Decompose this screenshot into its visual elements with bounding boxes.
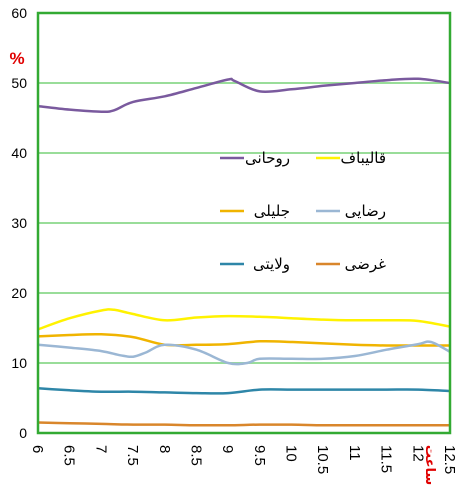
y-tick-label: 40	[11, 145, 27, 161]
series-line	[37, 386, 451, 395]
series-line	[37, 77, 451, 113]
y-axis-ticks: 0 10 20 30 40 50 60	[11, 5, 27, 441]
x-tick-label: 9	[219, 445, 236, 453]
series-lines	[37, 77, 451, 427]
plot-frame	[36, 11, 452, 435]
gridlines	[38, 82, 450, 364]
y-tick-label: 50	[11, 75, 27, 91]
series-line	[37, 332, 450, 347]
x-axis-unit-label: ساعت	[422, 445, 437, 485]
x-tick-label: 9.5	[251, 445, 268, 466]
legend-label: رضایی	[345, 202, 386, 220]
x-tick-label: 6	[29, 445, 46, 453]
y-tick-label: 0	[19, 425, 27, 441]
legend-label: جلیلی	[254, 202, 290, 220]
y-tick-label: 20	[11, 285, 27, 301]
legend-label: ولایتی	[253, 255, 290, 273]
legend-label: روحانی	[245, 149, 290, 167]
x-tick-label: 6.5	[61, 445, 78, 466]
x-tick-label: 8	[156, 445, 173, 453]
plot-border	[36, 11, 452, 435]
x-tick-label: 7	[92, 445, 109, 453]
x-tick-label: 12.5	[441, 445, 457, 474]
y-axis-unit-label: %	[9, 49, 24, 68]
x-tick-label: 8.5	[187, 445, 204, 466]
series-line	[37, 308, 451, 331]
legend-label: قالیباف	[341, 149, 386, 167]
legend: قالیباف روحانی رضایی جلیلی غرضی ولایتی	[220, 149, 386, 273]
x-tick-label: 12	[409, 445, 426, 462]
x-tick-label: 10	[283, 445, 300, 462]
series-line	[37, 421, 450, 427]
y-tick-label: 10	[11, 355, 27, 371]
x-axis-ticks: 6 6.5 7 7.5 8 8.5 9 9.5 10 10.5 11 11.5 12 12.5	[29, 445, 457, 474]
x-tick-label: 7.5	[124, 445, 141, 466]
series-line	[37, 340, 451, 366]
y-tick-label: 60	[11, 5, 27, 21]
x-tick-label: 11.5	[378, 445, 395, 473]
x-tick-label: 11	[346, 445, 363, 461]
y-tick-label: 30	[11, 215, 27, 231]
legend-label: غرضی	[345, 255, 387, 273]
x-tick-label: 10.5	[314, 445, 331, 474]
